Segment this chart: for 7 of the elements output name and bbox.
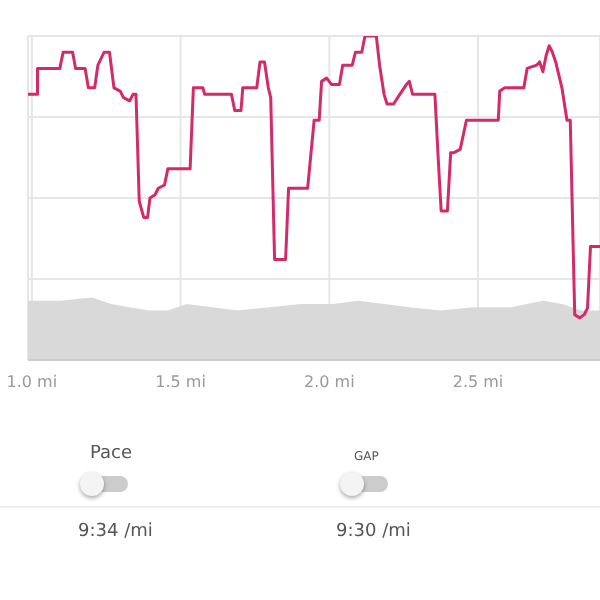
- x-tick-label: 2.0 mi: [304, 373, 355, 392]
- x-tick-label: 2.5 mi: [452, 373, 504, 392]
- text: 9:34 /mi: [78, 522, 153, 542]
- x-tick-label: 1.0 mi: [6, 373, 58, 392]
- text: Pace: [90, 444, 133, 464]
- text: 9:30 /mi: [336, 522, 411, 542]
- x-tick-label: 1.5 mi: [155, 373, 206, 392]
